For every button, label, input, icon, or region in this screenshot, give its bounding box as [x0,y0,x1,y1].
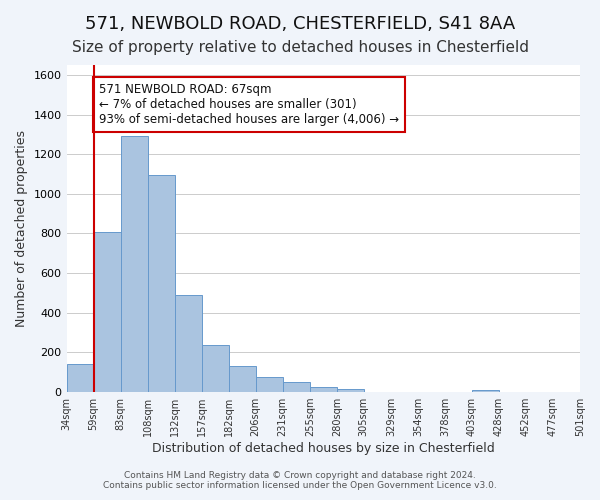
Bar [283,382,310,392]
Bar [121,136,148,392]
Bar [256,377,283,392]
Text: 571, NEWBOLD ROAD, CHESTERFIELD, S41 8AA: 571, NEWBOLD ROAD, CHESTERFIELD, S41 8AA [85,15,515,33]
Bar [472,390,499,392]
Text: 571 NEWBOLD ROAD: 67sqm
← 7% of detached houses are smaller (301)
93% of semi-de: 571 NEWBOLD ROAD: 67sqm ← 7% of detached… [99,83,399,126]
Y-axis label: Number of detached properties: Number of detached properties [15,130,28,327]
Bar [229,366,256,392]
Text: Contains HM Land Registry data © Crown copyright and database right 2024.
Contai: Contains HM Land Registry data © Crown c… [103,470,497,490]
Bar [202,346,229,392]
Bar [337,389,364,392]
Bar [67,364,94,392]
Bar [148,175,175,392]
Bar [94,232,121,392]
Bar [310,386,337,392]
Bar [175,295,202,392]
X-axis label: Distribution of detached houses by size in Chesterfield: Distribution of detached houses by size … [152,442,494,455]
Text: Size of property relative to detached houses in Chesterfield: Size of property relative to detached ho… [71,40,529,55]
